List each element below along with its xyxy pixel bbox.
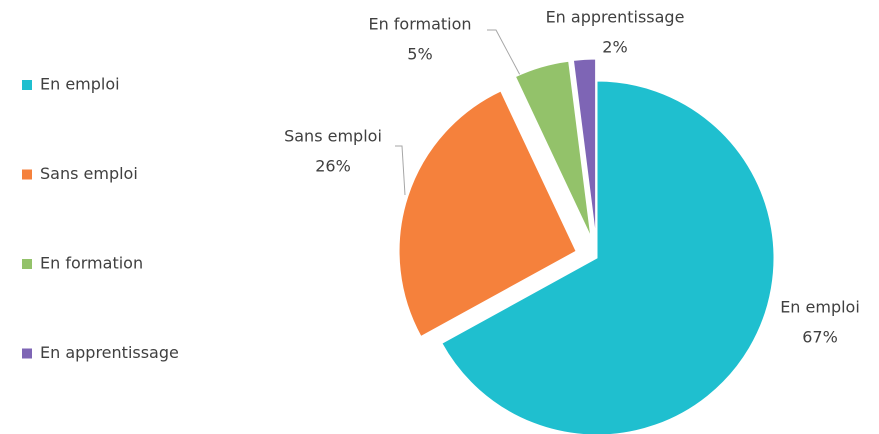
data-label-value: 5% [407,45,432,64]
data-label-category: Sans emploi [284,127,382,146]
legend-label: En apprentissage [40,343,179,362]
legend-swatch [22,169,32,180]
legend-swatch [22,348,32,359]
legend-label: En formation [40,254,143,273]
data-label-value: 67% [802,328,838,347]
pie-slice [441,80,775,434]
pie-slice [514,60,592,238]
data-label-category: En emploi [780,298,860,317]
data-label-category: En formation [368,15,471,34]
leader-line [487,29,521,76]
leader-lines [395,29,521,196]
legend-swatch [22,259,32,269]
data-label-category: En apprentissage [546,8,685,27]
legend-label: Sans emploi [40,164,138,183]
pie-slice [398,90,577,338]
data-label-value: 26% [315,157,351,176]
legend-swatch [22,80,32,90]
data-label-value: 2% [602,38,627,57]
leader-line [395,145,406,196]
legend-label: En emploi [40,75,120,94]
pie-slice [572,58,597,237]
